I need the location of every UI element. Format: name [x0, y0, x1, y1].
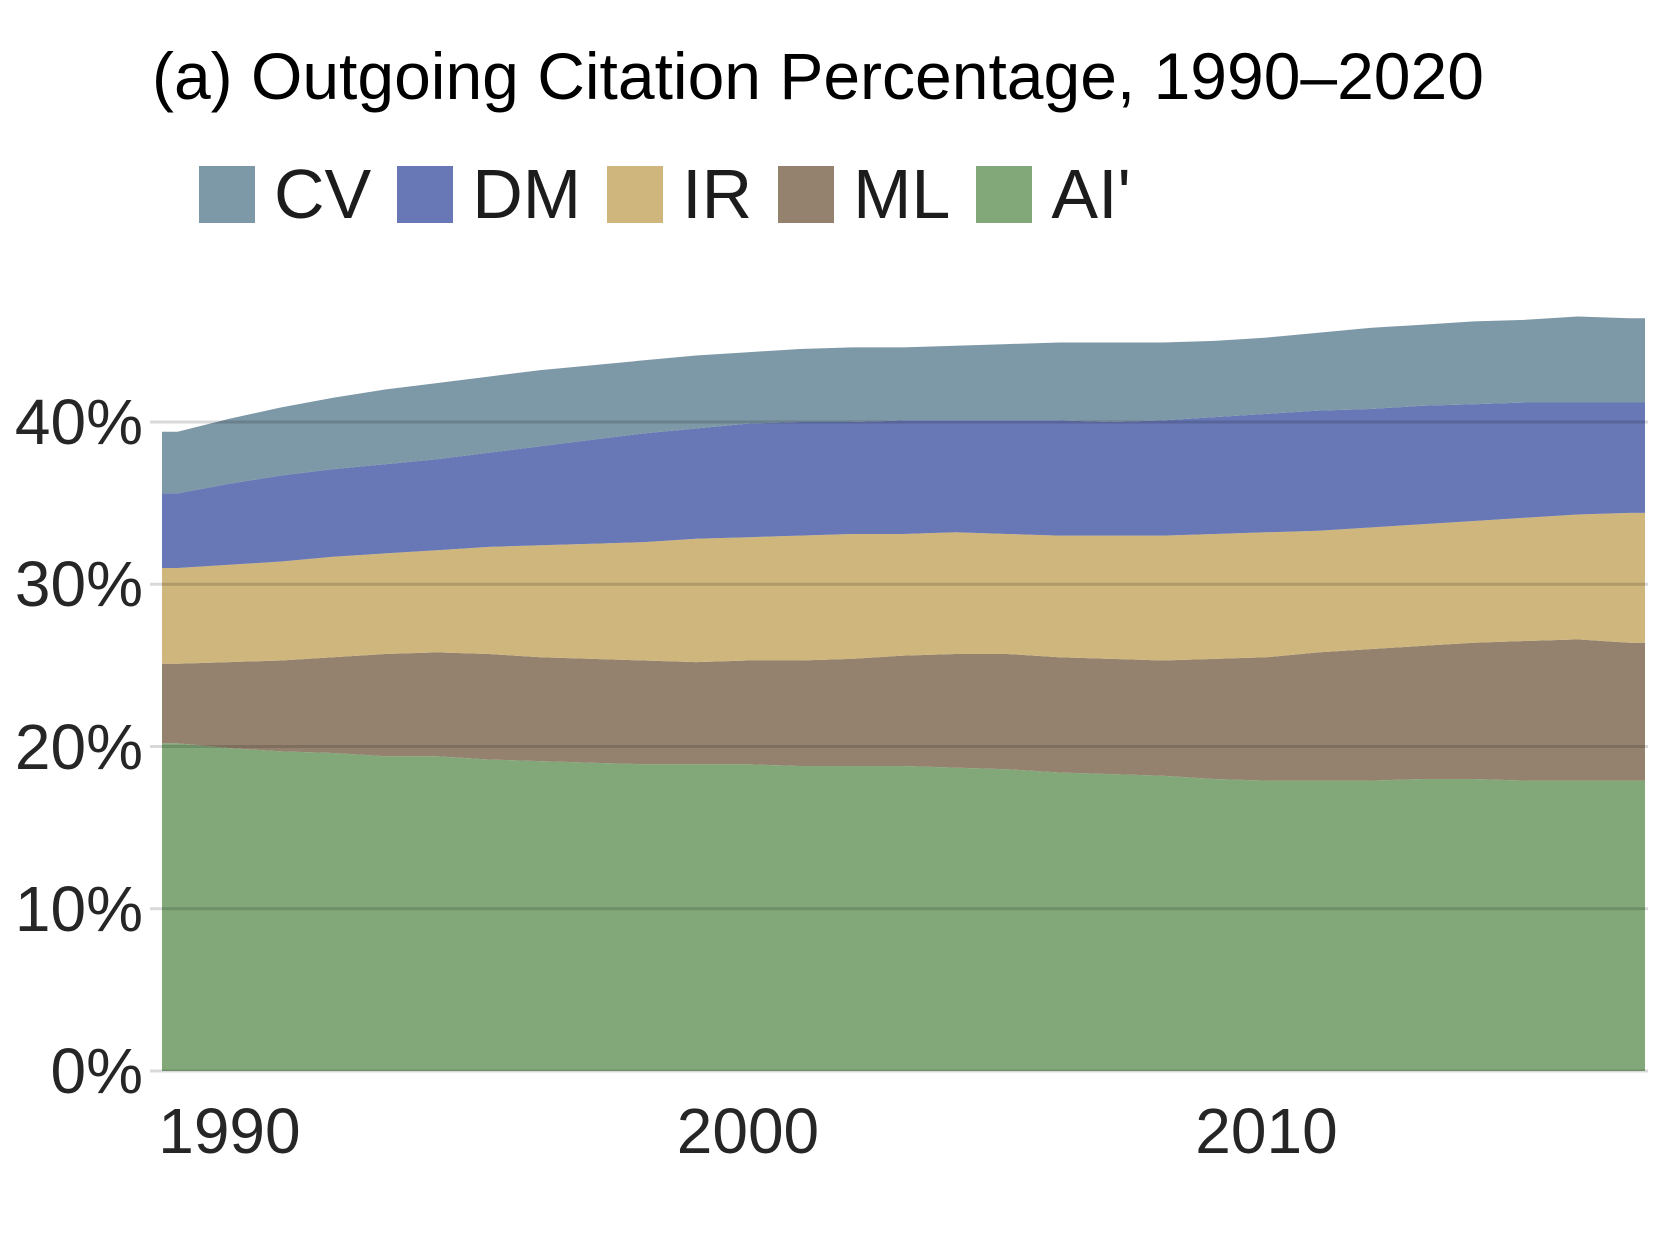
- legend-item-ai: AI': [976, 155, 1131, 233]
- legend-label: DM: [472, 155, 582, 233]
- area-ml: [162, 639, 1645, 781]
- y-tick-label-20: 20%: [14, 710, 143, 783]
- legend-item-dm: DM: [397, 155, 582, 233]
- legend-label: AI': [1051, 155, 1131, 233]
- legend-item-ml: ML: [778, 155, 951, 233]
- x-tick-label-2000: 2000: [676, 1095, 820, 1167]
- y-tick-label-10: 10%: [14, 872, 143, 945]
- legend-item-ir: IR: [607, 155, 753, 233]
- chart-legend: CV DM IR ML AI': [199, 155, 1157, 233]
- legend-swatch-ir: [607, 166, 664, 223]
- legend-swatch-cv: [199, 166, 255, 223]
- area-dm: [162, 402, 1645, 568]
- legend-swatch-ml: [778, 166, 835, 223]
- y-tick-label-0: 0%: [50, 1035, 144, 1107]
- area-ai: [162, 743, 1645, 1071]
- area-cv: [162, 316, 1645, 494]
- legend-swatch-ai: [976, 166, 1033, 223]
- legend-label: CV: [274, 155, 372, 233]
- x-tick-label-1990: 1990: [158, 1095, 301, 1167]
- x-tick-label-2010: 2010: [1195, 1095, 1338, 1167]
- legend-label: ML: [853, 155, 951, 233]
- y-tick-label-40: 40%: [14, 386, 143, 458]
- y-tick-label-30: 30%: [14, 548, 143, 621]
- legend-item-cv: CV: [199, 155, 372, 233]
- area-ir: [162, 512, 1645, 664]
- chart-title: (a) Outgoing Citation Percentage, 1990–2…: [152, 39, 1484, 113]
- legend-swatch-dm: [397, 166, 454, 223]
- legend-label: IR: [682, 155, 753, 233]
